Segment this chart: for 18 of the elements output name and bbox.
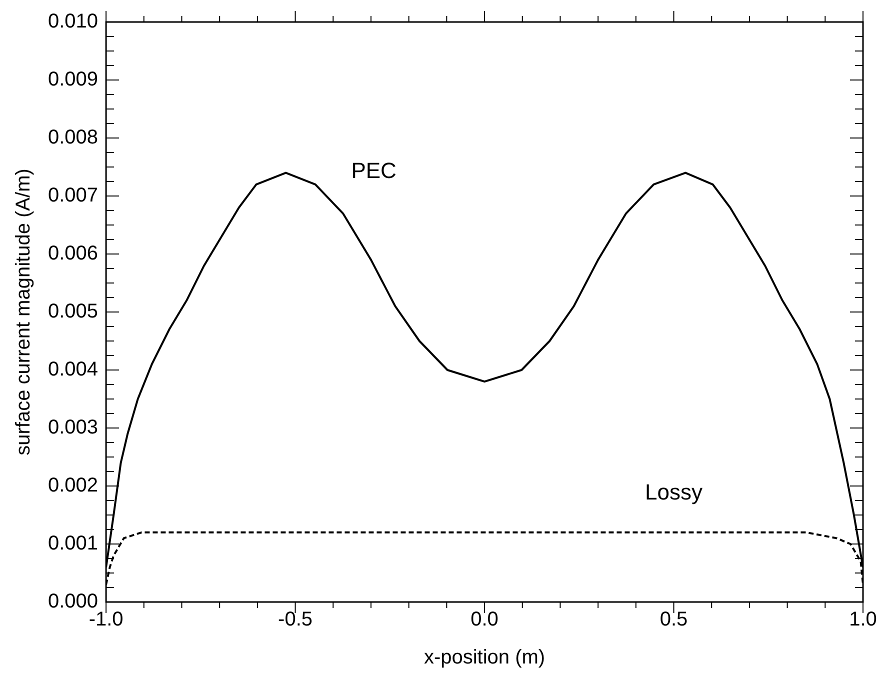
x-tick-label: -0.5 — [278, 608, 313, 631]
y-tick-label: 0.006 — [48, 242, 98, 265]
y-tick-label: 0.009 — [48, 68, 98, 91]
y-tick-label: 0.007 — [48, 184, 98, 207]
y-tick-label: 0.001 — [48, 532, 98, 555]
x-tick-label: 1.0 — [849, 608, 877, 631]
y-tick-label: 0.010 — [48, 10, 98, 33]
y-tick-label: 0.005 — [48, 300, 98, 323]
x-axis-title: x-position (m) — [424, 646, 546, 669]
y-tick-label: 0.004 — [48, 358, 98, 381]
x-tick-label: 0.5 — [660, 608, 688, 631]
x-tick-label: 0.0 — [470, 608, 498, 631]
y-axis-title: surface current magnitude (A/m) — [12, 168, 35, 456]
y-tick-label: 0.003 — [48, 416, 98, 439]
y-tick-label: 0.002 — [48, 474, 98, 497]
series-label: Lossy — [645, 479, 703, 504]
y-tick-label: 0.008 — [48, 126, 98, 149]
series-label: PEC — [351, 158, 397, 183]
